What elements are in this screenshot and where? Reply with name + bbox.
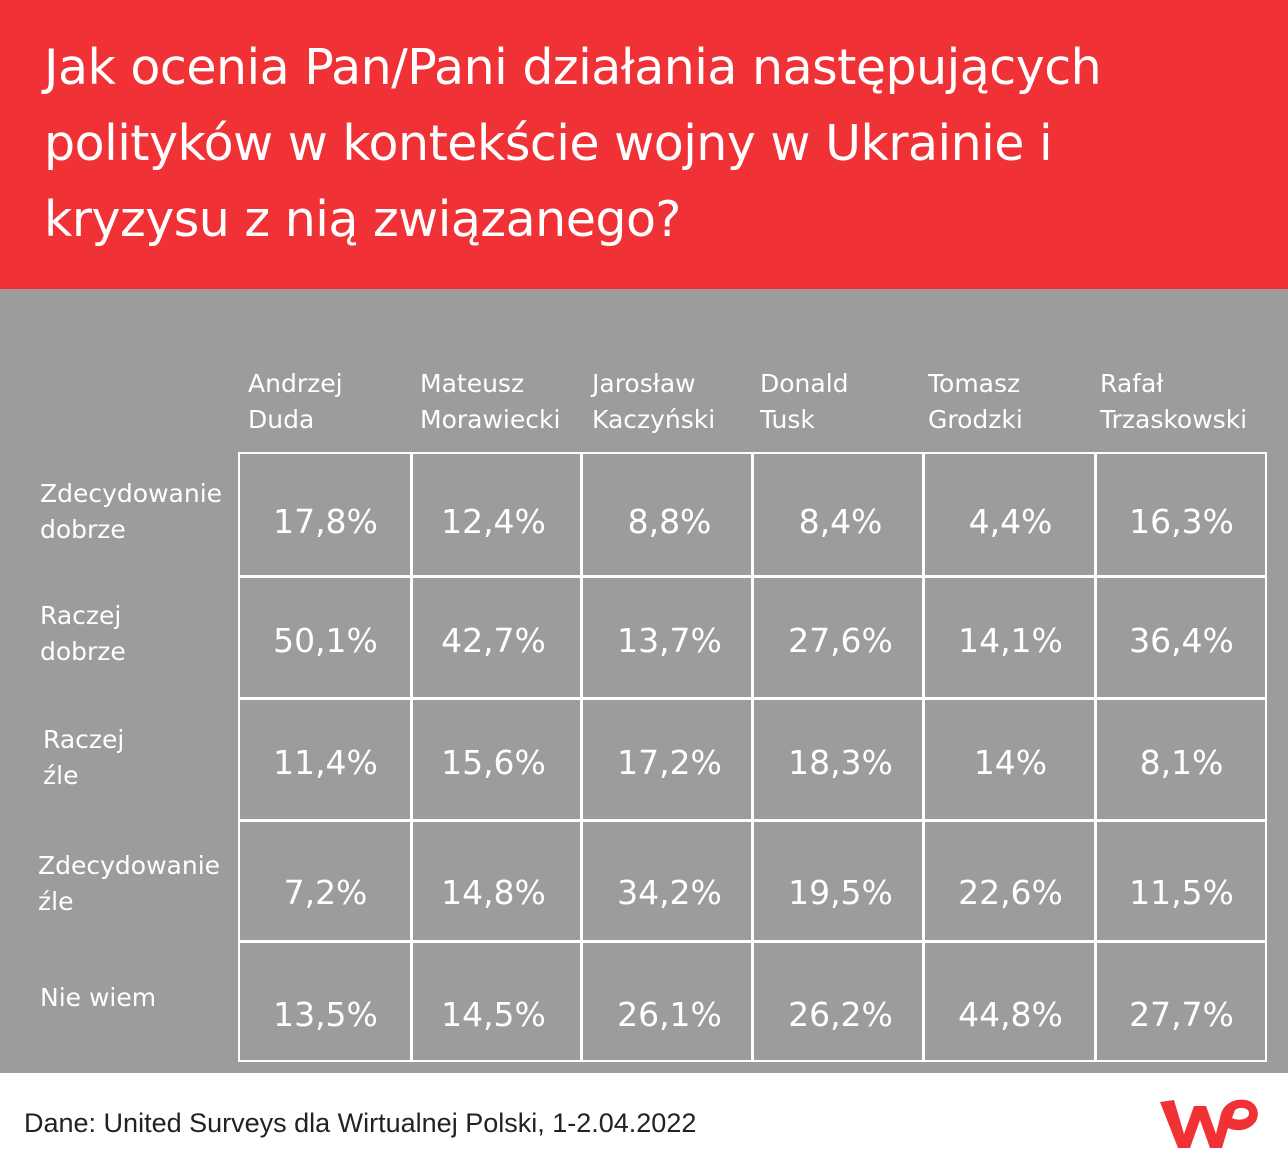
table-divider: [922, 454, 925, 1060]
header-banner: Jak ocenia Pan/Pani działania następując…: [0, 0, 1288, 289]
source-note: Dane: United Surveys dla Wirtualnej Pols…: [24, 1108, 697, 1138]
table-cell: 50,1%: [273, 621, 378, 660]
wp-logo-icon: [1160, 1099, 1258, 1148]
table-divider: [751, 454, 754, 1060]
table-cell: 14,1%: [958, 621, 1063, 660]
table-cell: 42,7%: [441, 621, 546, 660]
table-cell: 17,2%: [617, 743, 722, 782]
table-cell: 8,8%: [627, 502, 712, 541]
table-cell: 18,3%: [788, 743, 893, 782]
page-title: Jak ocenia Pan/Pani działania następując…: [44, 30, 1274, 258]
table-cell: 34,2%: [617, 873, 722, 912]
row-header: Nie wiem: [40, 983, 157, 1012]
table-cell: 27,7%: [1129, 995, 1234, 1034]
table-cell: 17,8%: [273, 502, 378, 541]
table-cell: 11,5%: [1129, 873, 1234, 912]
table-cell: 12,4%: [441, 502, 546, 541]
title-line: Jak ocenia Pan/Pani działania następując…: [44, 39, 1102, 248]
table-divider: [410, 454, 413, 1060]
column-header: Rafał Trzaskowski: [1100, 369, 1248, 434]
table-cell: 26,2%: [788, 995, 893, 1034]
table-cell: 19,5%: [788, 873, 893, 912]
table-cell: 36,4%: [1129, 621, 1234, 660]
table-cell: 7,2%: [283, 873, 368, 912]
table-divider: [580, 454, 583, 1060]
table-cell: 22,6%: [958, 873, 1063, 912]
table-divider: [240, 575, 1265, 578]
table-cell: 13,7%: [617, 621, 722, 660]
row-header: Raczej źle: [43, 725, 125, 790]
table-divider: [240, 819, 1265, 822]
row-header: Zdecydowanie dobrze: [40, 479, 223, 544]
table-cell: 15,6%: [441, 743, 546, 782]
table-cell: 44,8%: [958, 995, 1063, 1034]
table-cell: 13,5%: [273, 995, 378, 1034]
table-cell: 4,4%: [968, 502, 1053, 541]
column-header: Mateusz Morawiecki: [420, 369, 561, 434]
column-header: Tomasz Grodzki: [928, 369, 1023, 434]
row-header: Zdecydowanie źle: [38, 851, 221, 916]
table-divider: [240, 697, 1265, 700]
table-divider: [1094, 454, 1097, 1060]
column-header: Jarosław Kaczyński: [592, 369, 716, 434]
row-header: Raczej dobrze: [40, 601, 126, 666]
results-table: 17,8% 12,4% 8,8% 8,4% 4,4% 16,3% 50,1% 42,7% 13,…: [238, 452, 1267, 1062]
table-cell: 26,1%: [617, 995, 722, 1034]
table-cell: 8,4%: [798, 502, 883, 541]
table-cell: 16,3%: [1129, 502, 1234, 541]
column-header: Andrzej Duda: [248, 369, 343, 434]
table-cell: 11,4%: [273, 743, 378, 782]
table-cell: 14,5%: [441, 995, 546, 1034]
table-cell: 14%: [973, 743, 1048, 782]
table-cell: 14,8%: [441, 873, 546, 912]
column-header: Donald Tusk: [760, 369, 849, 434]
table-cell: 8,1%: [1139, 743, 1224, 782]
table-cell: 27,6%: [788, 621, 893, 660]
table-divider: [240, 940, 1265, 943]
